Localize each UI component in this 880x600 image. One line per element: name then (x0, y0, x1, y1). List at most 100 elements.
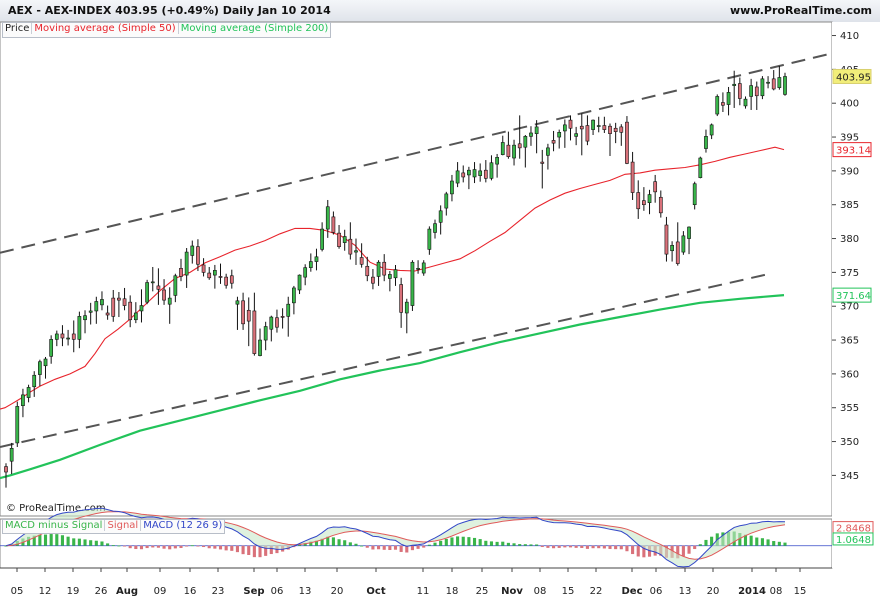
y-tick-label: 400 (840, 99, 859, 110)
macd-histogram-bar (760, 538, 764, 546)
candle-body (156, 285, 161, 290)
candle-body (43, 358, 48, 367)
macd-histogram-bar (151, 545, 155, 548)
legend-macd-signal: Signal (105, 520, 142, 531)
macd-histogram-bar (772, 541, 776, 546)
candle-body (766, 81, 770, 84)
macd-histogram-bar (100, 541, 104, 546)
candle-body (179, 268, 183, 277)
x-tick-label: 23 (212, 586, 225, 597)
macd-histogram-bar (506, 542, 510, 546)
macd-histogram-bar (738, 533, 742, 546)
macd-histogram-bar (602, 545, 606, 549)
macd-histogram-bar (128, 545, 132, 549)
macd-histogram-bar (247, 545, 251, 555)
candle-body (619, 126, 624, 133)
candle-body (450, 180, 454, 195)
macd-histogram-bar (563, 545, 567, 548)
candle-body (145, 282, 149, 303)
candle-body (117, 297, 121, 301)
macd-histogram-bar (743, 534, 748, 546)
candle-body (393, 269, 398, 279)
candle-body (263, 326, 268, 341)
candle-body (670, 245, 674, 252)
macd-histogram-bar (264, 545, 268, 556)
macd-histogram-bar (433, 542, 437, 546)
candle-body (602, 125, 607, 130)
candle-body (88, 310, 93, 313)
macd-value-box (832, 532, 874, 546)
signal-line (5, 511, 786, 560)
candle-body (636, 192, 641, 210)
y-tick-label: 350 (840, 437, 859, 448)
macd-histogram-bar (546, 545, 550, 548)
candle-body (675, 241, 680, 264)
candle-body (642, 200, 646, 206)
candle-body (229, 275, 234, 284)
candle-body (26, 387, 31, 398)
candle-body (184, 251, 189, 276)
channel-upper-line (0, 52, 831, 254)
candle-body (613, 127, 618, 132)
candle-body (66, 337, 70, 340)
macd-histogram-bar (642, 545, 646, 558)
macd-histogram-bar (472, 537, 477, 546)
macd-histogram-bar (4, 545, 8, 547)
macd-histogram-bar (427, 544, 431, 546)
candle-body (252, 310, 257, 354)
macd-histogram-bar (337, 539, 341, 546)
macd-histogram-bar (348, 542, 352, 546)
candle-body (495, 157, 499, 165)
macd-histogram-bar (450, 537, 454, 546)
macd-histogram-bar (139, 545, 144, 550)
value-label-box (832, 68, 872, 84)
candle-body (122, 298, 127, 306)
candle-body (376, 261, 381, 277)
macd-histogram-bar (320, 538, 324, 546)
macd-histogram-bar (478, 539, 482, 546)
candle-body (201, 264, 206, 273)
macd-histogram-bar (77, 538, 81, 546)
candle-body (726, 92, 731, 105)
macd-histogram-bar (585, 545, 589, 549)
macd-histogram-bar (72, 538, 76, 546)
macd-histogram-bar (190, 545, 194, 547)
candle-body (664, 224, 669, 255)
candle-body (743, 98, 748, 107)
macd-histogram-bar (196, 545, 200, 547)
candle-body (771, 78, 776, 90)
macd-histogram-bar (495, 541, 499, 546)
candle-body (246, 309, 251, 322)
candle-body (438, 210, 443, 223)
macd-value-label: 2.8468 (836, 524, 871, 535)
x-tick-label: 19 (67, 586, 80, 597)
candle-body (416, 268, 420, 270)
macd-histogram-bar (687, 545, 691, 554)
macd-histogram-bar (574, 545, 578, 548)
macd-histogram-bar (399, 545, 403, 552)
macd-histogram-bar (444, 538, 448, 546)
candle-body (546, 147, 550, 156)
candle-body (551, 140, 556, 144)
candle-body (371, 276, 375, 284)
price-legend: Price Moving average (Simple 50) Moving av… (2, 22, 332, 38)
candle-body (647, 194, 652, 203)
macd-histogram-bar (303, 542, 307, 546)
macd-histogram-bar (32, 535, 36, 546)
macd-histogram-bar (309, 541, 313, 546)
x-tick-label: 18 (446, 586, 459, 597)
chart-title: AEX - AEX-INDEX 403.95 (+0.49%) Daily Ja… (8, 4, 331, 17)
candle-body (630, 161, 635, 193)
x-tick-label: 22 (590, 586, 603, 597)
candle-body (94, 301, 99, 312)
x-tick-label: 09 (154, 586, 167, 597)
candle-body (354, 250, 358, 253)
x-tick-label: 20 (331, 586, 344, 597)
macd-histogram-bar (66, 536, 70, 546)
candle-body (709, 124, 714, 136)
candle-body (732, 83, 737, 86)
candle-body (325, 206, 330, 230)
candle-body (489, 162, 494, 179)
macd-histogram-bar (49, 534, 53, 546)
